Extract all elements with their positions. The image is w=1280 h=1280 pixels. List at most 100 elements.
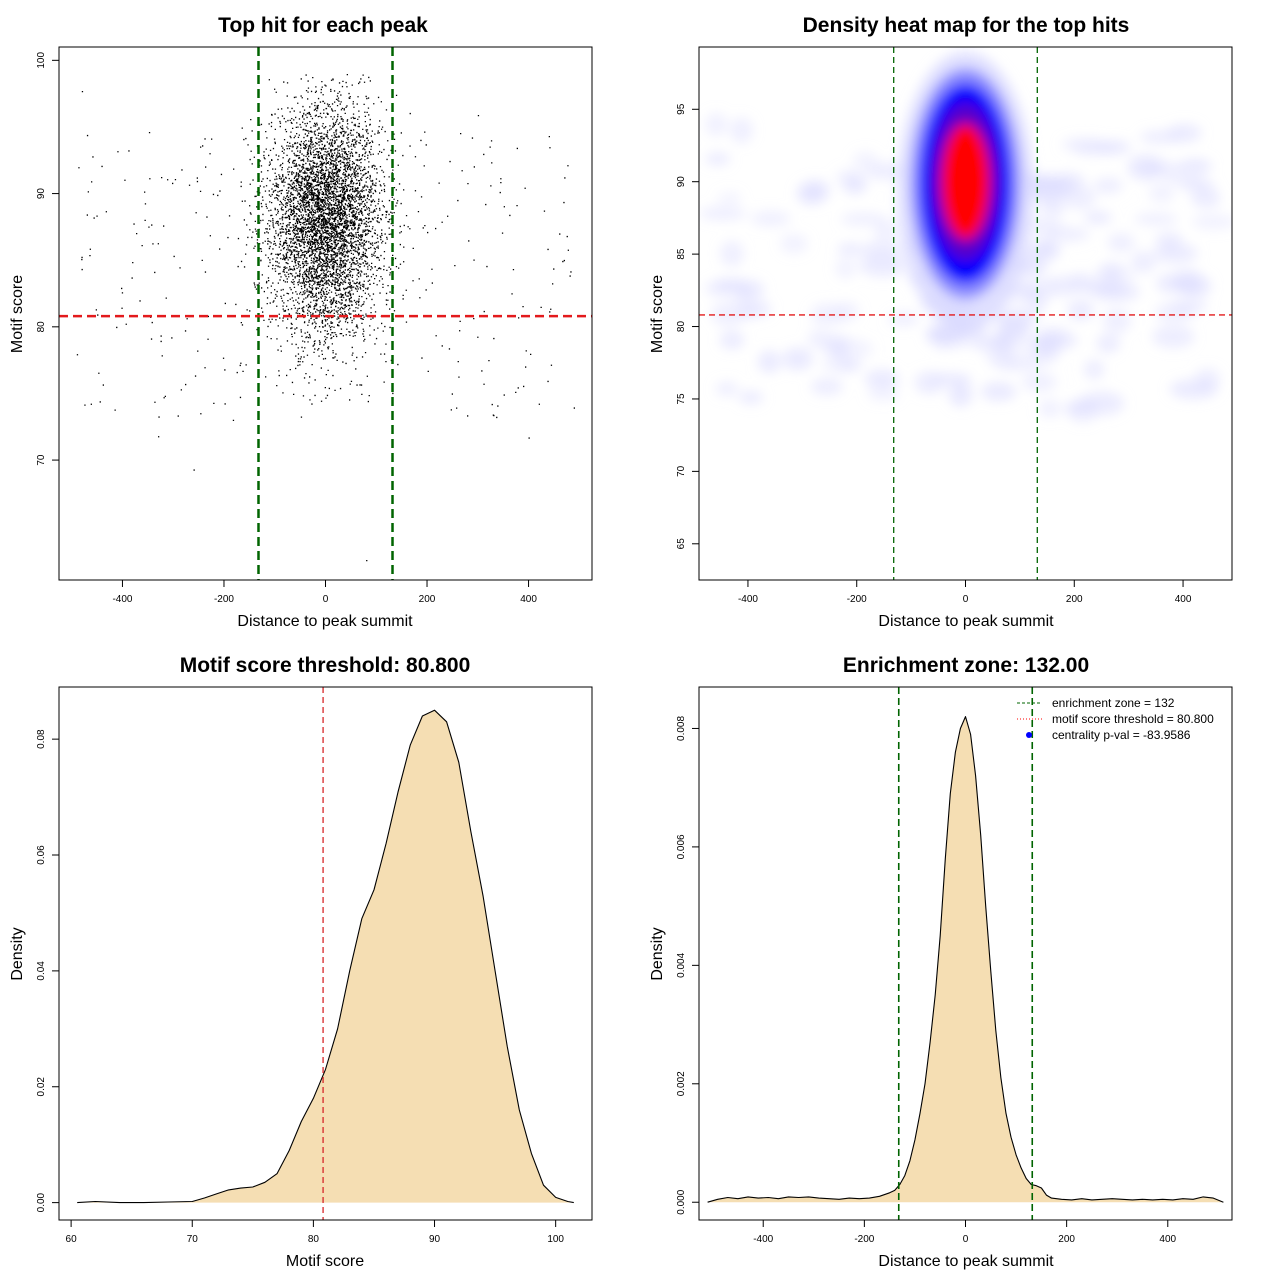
heat-cell xyxy=(941,123,990,240)
y-tick-label: 0.000 xyxy=(676,1189,687,1214)
x-tick-label: 0 xyxy=(323,594,329,605)
heat-cell xyxy=(717,192,742,204)
heat-cell xyxy=(1063,187,1096,209)
y-tick-label: 80 xyxy=(36,321,47,333)
y-tick-label: 85 xyxy=(676,248,687,260)
y-axis-label: Density xyxy=(9,927,26,980)
scatter-point-set xyxy=(76,74,576,562)
y-tick-label: 80 xyxy=(676,321,687,333)
x-tick-label: 400 xyxy=(520,594,537,605)
plot-frame xyxy=(58,686,593,1221)
heat-cell xyxy=(1099,262,1124,279)
heat-cell xyxy=(1043,226,1090,242)
x-axis-label: Distance to peak summit xyxy=(878,613,1054,630)
y-axis-label: Motif score xyxy=(9,275,26,353)
heat-cell xyxy=(807,329,832,349)
heat-cell xyxy=(730,117,753,144)
heat-cell xyxy=(835,169,863,186)
heat-cell xyxy=(740,280,765,301)
panel-scatter: Top hit for each peak -400 -200 0 200 400 70… xyxy=(9,14,593,630)
y-axis: 0.000 0.002 0.004 0.006 0.008 xyxy=(676,716,699,1215)
panel-score-density: Motif score threshold: 80.800 60 70 80 90 10… xyxy=(9,654,593,1270)
heat-cell xyxy=(821,357,863,372)
y-axis: 65 70 75 80 85 90 95 xyxy=(676,103,699,549)
heat-cell xyxy=(710,301,745,327)
heat-cell xyxy=(973,337,997,351)
heat-cell xyxy=(1155,232,1183,250)
x-axis-label: Motif score xyxy=(286,1253,364,1270)
x-tick-label: 200 xyxy=(419,594,436,605)
heat-cell xyxy=(1093,177,1123,194)
panel-distance-density: Enrichment zone: 132.00 -400 -200 0 200 400 … xyxy=(649,654,1233,1270)
heat-cell xyxy=(1038,399,1062,418)
heat-cell xyxy=(705,112,728,137)
y-tick-label: 0.004 xyxy=(676,952,687,977)
heat-cell xyxy=(1084,211,1112,224)
x-tick-label: 0 xyxy=(963,1234,969,1245)
heat-cell xyxy=(1025,287,1048,313)
heat-cell xyxy=(926,326,956,345)
x-tick-label: 90 xyxy=(429,1234,441,1245)
y-tick-label: 95 xyxy=(676,103,687,115)
x-tick-label: 400 xyxy=(1175,594,1192,605)
y-tick-label: 0.08 xyxy=(36,729,47,749)
heat-cell xyxy=(852,151,878,171)
x-axis: -400 -200 0 200 400 xyxy=(738,580,1192,605)
heat-cell xyxy=(779,233,809,254)
heat-cell xyxy=(1195,368,1221,390)
x-tick-label: 70 xyxy=(187,1234,199,1245)
heat-cell xyxy=(747,301,772,317)
heat-cell xyxy=(1082,282,1129,297)
heat-cell xyxy=(699,206,747,221)
heat-cell xyxy=(810,378,844,396)
heat-cell xyxy=(874,220,897,242)
heat-cell xyxy=(1190,188,1221,208)
heat-cell xyxy=(1102,308,1132,334)
legend-threshold-label: motif score threshold = 80.800 xyxy=(1052,712,1214,726)
heat-cell xyxy=(948,381,973,407)
x-axis-label: Distance to peak summit xyxy=(237,613,413,630)
heat-cell xyxy=(990,331,1014,354)
heat-cell xyxy=(985,349,1022,366)
heat-cell xyxy=(796,182,827,205)
scatter-points xyxy=(76,74,576,562)
y-axis-label: Density xyxy=(649,927,666,980)
reference-lines xyxy=(59,47,592,580)
y-tick-label: 90 xyxy=(676,176,687,188)
heat-cell xyxy=(1167,124,1202,143)
density-area xyxy=(707,716,1224,1203)
heat-cell xyxy=(914,371,945,395)
heat-cell xyxy=(1038,326,1069,341)
y-axis: 70 80 90 100 xyxy=(36,52,59,466)
y-tick-label: 0.006 xyxy=(676,834,687,859)
chart-title: Density heat map for the top hits xyxy=(803,14,1130,37)
x-tick-label: -200 xyxy=(847,594,867,605)
density-area xyxy=(77,709,574,1204)
heat-cell xyxy=(719,331,745,349)
heat-cell xyxy=(1191,213,1232,230)
heat-cell xyxy=(859,254,907,277)
y-tick-label: 0.008 xyxy=(676,716,687,741)
x-tick-label: 200 xyxy=(1066,594,1083,605)
x-tick-label: 60 xyxy=(66,1234,78,1245)
heat-cell xyxy=(1067,300,1094,321)
heat-cell xyxy=(1131,251,1156,273)
heat-cell xyxy=(864,369,900,390)
x-axis: -400 -200 0 200 400 xyxy=(112,580,537,605)
x-tick-label: -200 xyxy=(854,1234,874,1245)
heat-cell xyxy=(860,241,902,260)
x-tick-label: -400 xyxy=(112,594,132,605)
density-fill xyxy=(707,716,1224,1203)
heat-cell xyxy=(888,311,920,326)
x-tick-label: 100 xyxy=(547,1234,564,1245)
density-line xyxy=(707,716,1224,1203)
x-tick-label: -200 xyxy=(214,594,234,605)
x-axis-label: Distance to peak summit xyxy=(878,1253,1054,1270)
chart-title: Enrichment zone: 132.00 xyxy=(843,654,1089,677)
density-line xyxy=(77,709,574,1204)
x-tick-label: 200 xyxy=(1058,1234,1075,1245)
heat-cell xyxy=(1152,325,1195,348)
reference-lines xyxy=(699,47,1232,580)
heat-cell xyxy=(1064,402,1088,415)
